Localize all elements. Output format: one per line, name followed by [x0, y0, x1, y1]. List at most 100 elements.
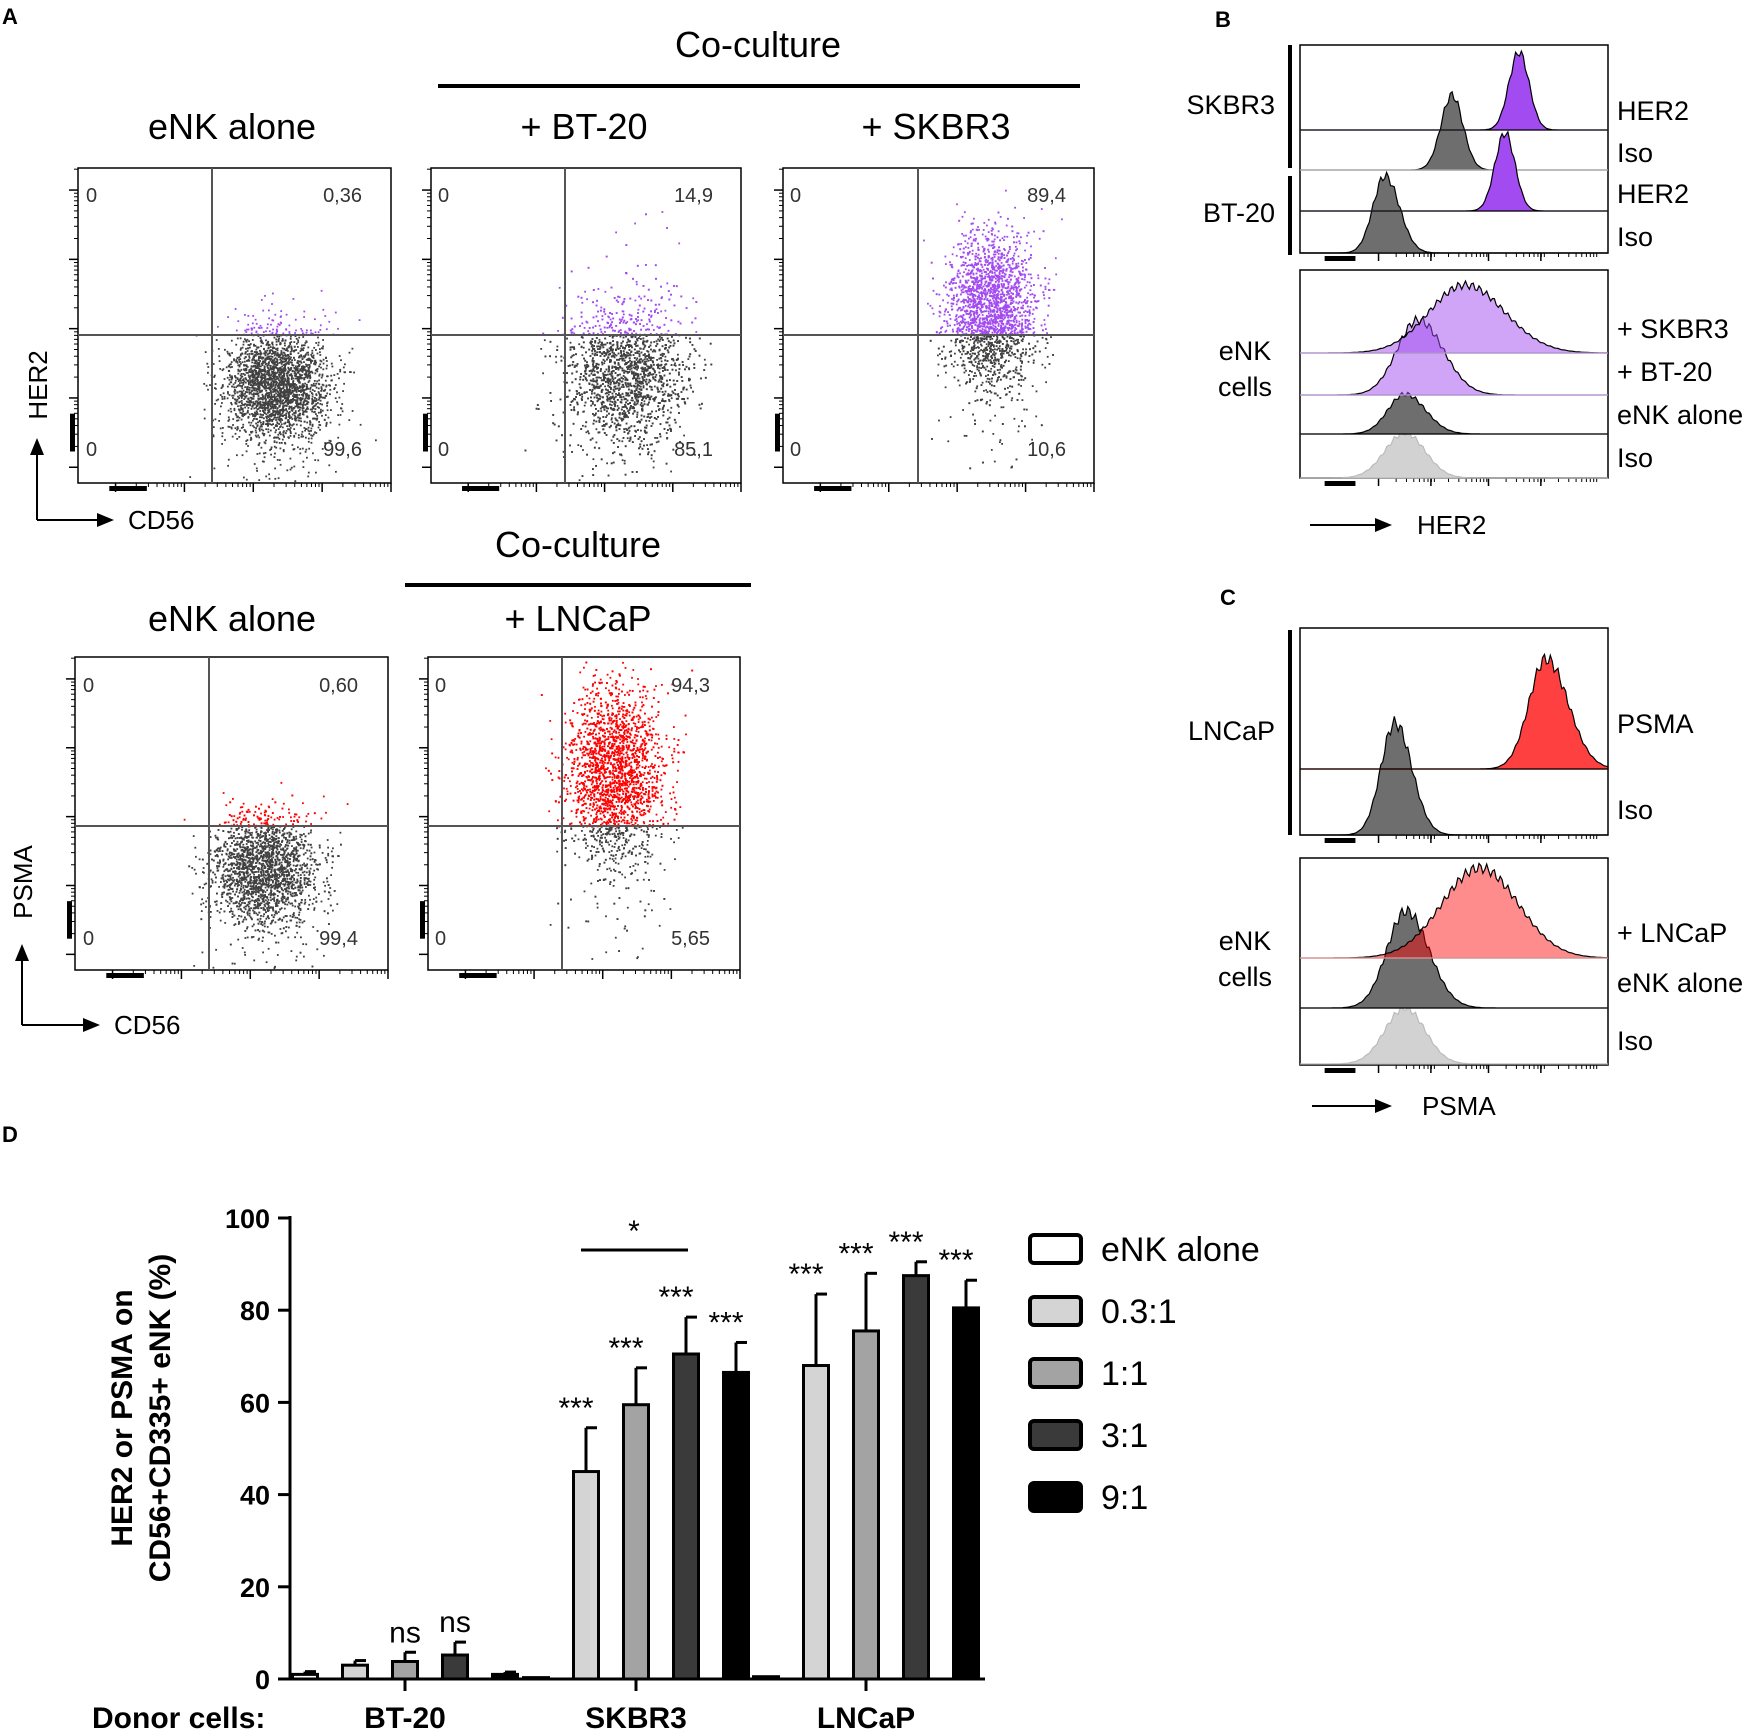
event-dot: [272, 362, 274, 365]
event-dot: [612, 442, 615, 444]
event-dot: [592, 332, 595, 335]
event-dot: [692, 297, 695, 300]
event-dot: [672, 448, 675, 451]
event-dot: [294, 386, 296, 388]
event-dot: [599, 355, 602, 357]
event-dot: [634, 395, 636, 397]
event-dot: [284, 400, 287, 403]
event-dot: [571, 354, 574, 357]
event-dot: [310, 384, 313, 386]
event-dot: [631, 346, 633, 349]
event-dot: [308, 433, 311, 435]
event-dot: [274, 378, 277, 381]
event-dot: [228, 394, 231, 396]
event-dot: [662, 370, 664, 372]
event-dot: [256, 401, 259, 403]
event-dot: [265, 416, 268, 418]
event-dot: [324, 414, 327, 416]
event-dot: [264, 350, 267, 353]
event-dot: [666, 437, 669, 439]
event-dot: [601, 315, 604, 317]
event-dot: [604, 331, 606, 333]
event-dot: [597, 416, 600, 419]
panel-letter-d: D: [2, 1122, 18, 1147]
event-dot: [265, 373, 268, 376]
event-dot: [624, 370, 627, 373]
event-dot: [275, 405, 277, 408]
event-dot: [306, 416, 309, 419]
event-dot: [255, 467, 258, 470]
event-dot: [285, 391, 288, 394]
event-dot: [592, 378, 595, 381]
event-dot: [261, 370, 263, 373]
event-dot: [285, 414, 287, 417]
event-dot: [287, 376, 290, 379]
event-dot: [215, 339, 218, 341]
event-dot: [591, 392, 593, 395]
event-dot: [319, 428, 321, 431]
event-dot: [631, 332, 633, 335]
event-dot: [279, 389, 281, 392]
event-dot: [328, 320, 331, 323]
event-dot: [674, 333, 677, 335]
event-dot: [606, 342, 609, 344]
event-dot: [282, 407, 285, 410]
event-dot: [308, 379, 311, 382]
event-dot: [302, 460, 305, 463]
event-dot: [607, 356, 610, 359]
event-dot: [222, 392, 225, 395]
event-dot: [676, 404, 679, 407]
event-dot: [256, 373, 259, 376]
event-dot: [668, 298, 671, 301]
event-dot: [635, 403, 637, 406]
event-dot: [629, 438, 632, 441]
event-dot: [255, 362, 257, 365]
event-dot: [318, 374, 321, 377]
event-dot: [235, 343, 238, 346]
event-dot: [628, 409, 631, 411]
event-dot: [650, 365, 653, 368]
event-dot: [293, 390, 295, 392]
event-dot: [302, 386, 304, 388]
event-dot: [285, 430, 288, 432]
event-dot: [646, 358, 649, 361]
event-dot: [250, 384, 252, 386]
event-dot: [630, 405, 632, 407]
event-dot: [647, 372, 650, 375]
event-dot: [288, 425, 291, 427]
event-dot: [267, 370, 270, 373]
event-dot: [240, 381, 243, 384]
event-dot: [274, 372, 277, 375]
event-dot: [611, 326, 613, 329]
event-dot: [255, 352, 258, 355]
event-dot: [241, 379, 244, 382]
event-dot: [315, 432, 318, 434]
event-dot: [273, 336, 276, 339]
event-dot: [642, 340, 645, 343]
event-dot: [647, 451, 650, 454]
event-dot: [602, 372, 604, 375]
event-dot: [302, 401, 305, 404]
event-dot: [264, 357, 267, 360]
event-dot: [265, 351, 268, 354]
event-dot: [298, 402, 301, 405]
event-dot: [311, 389, 314, 391]
event-dot: [231, 385, 234, 388]
event-dot: [278, 396, 281, 399]
event-dot: [655, 410, 658, 413]
event-dot: [624, 331, 626, 334]
event-dot: [293, 417, 296, 420]
event-dot: [281, 370, 284, 373]
event-dot: [221, 385, 224, 388]
event-dot: [281, 408, 284, 411]
event-dot: [251, 405, 254, 408]
event-dot: [273, 354, 276, 357]
event-dot: [656, 364, 659, 366]
event-dot: [238, 359, 240, 361]
event-dot: [614, 417, 617, 420]
event-dot: [612, 329, 614, 332]
event-dot: [281, 375, 284, 377]
event-dot: [267, 356, 270, 359]
event-dot: [233, 409, 236, 412]
event-dot: [298, 365, 300, 368]
